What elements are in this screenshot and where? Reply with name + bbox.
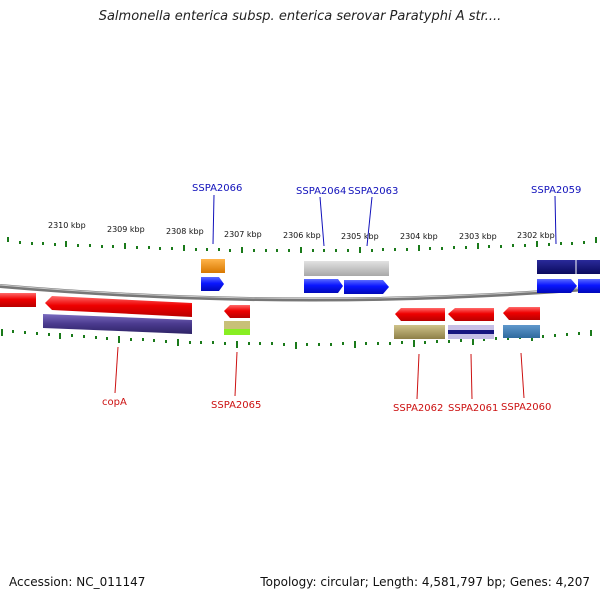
gene-label-sspa2064[interactable]: SSPA2064 xyxy=(296,186,346,197)
outer-tick-ring xyxy=(7,237,597,253)
gene-arrow-offscreen-left[interactable] xyxy=(0,293,36,307)
gene-label-sspa2065[interactable]: SSPA2065 xyxy=(211,400,261,411)
scale-label-2306: 2306 kbp xyxy=(283,231,321,240)
map-title: Salmonella enterica subsp. enterica sero… xyxy=(98,9,502,24)
gene-arrow-sspa2059[interactable] xyxy=(537,279,577,293)
scale-label-2310: 2310 kbp xyxy=(48,221,86,230)
gene-label-sspa2062[interactable]: SSPA2062 xyxy=(393,403,443,414)
gene-arrow-sspa2064[interactable] xyxy=(304,279,343,293)
reverse-genes xyxy=(0,293,540,339)
genome-summary-text: Topology: circular; Length: 4,581,797 bp… xyxy=(260,575,590,589)
scale-label-2302: 2302 kbp xyxy=(517,231,555,240)
gene-feature-steelblue[interactable] xyxy=(503,325,540,338)
accession-text: Accession: NC_011147 xyxy=(9,575,146,589)
gene-feature-grey[interactable] xyxy=(304,261,389,276)
gene-arrow-sspa2061[interactable] xyxy=(448,308,494,321)
gene-arrow-sspa2063[interactable] xyxy=(344,280,389,294)
inner-tick-ring xyxy=(1,329,592,349)
reverse-label-leaders xyxy=(114,346,525,400)
scale-label-2303: 2303 kbp xyxy=(459,232,497,241)
gene-feature-navy[interactable] xyxy=(537,260,600,274)
gene-arrow-offscreen[interactable] xyxy=(578,279,600,293)
scale-label-2308: 2308 kbp xyxy=(166,227,204,236)
gene-label-sspa2060[interactable]: SSPA2060 xyxy=(501,402,551,413)
scale-label-2307: 2307 kbp xyxy=(224,230,262,239)
gene-feature-green[interactable] xyxy=(224,329,250,335)
gene-label-copa[interactable]: copA xyxy=(102,397,127,408)
scale-label-2304: 2304 kbp xyxy=(400,232,438,241)
gene-arrow-sspa2065[interactable] xyxy=(224,305,250,318)
forward-label-leaders xyxy=(212,194,557,247)
gene-label-sspa2061[interactable]: SSPA2061 xyxy=(448,403,498,414)
gene-label-sspa2063[interactable]: SSPA2063 xyxy=(348,186,398,197)
gene-label-sspa2059[interactable]: SSPA2059 xyxy=(531,185,581,196)
forward-genes xyxy=(201,259,600,294)
gene-arrow-sspa2062[interactable] xyxy=(395,308,445,321)
gene-arrow-sspa2060[interactable] xyxy=(503,307,540,320)
gene-feature-purple[interactable] xyxy=(43,314,192,334)
scale-label-2309: 2309 kbp xyxy=(107,225,145,234)
gene-feature-yellowgreen[interactable] xyxy=(224,321,250,329)
scale-label-2305: 2305 kbp xyxy=(341,232,379,241)
gene-feature-olive[interactable] xyxy=(394,325,445,339)
genome-backbone xyxy=(0,284,600,302)
gene-arrow-copa[interactable] xyxy=(45,296,192,317)
gene-arrow-sspa2066[interactable] xyxy=(201,277,224,291)
gene-label-sspa2066[interactable]: SSPA2066 xyxy=(192,183,242,194)
genome-backbone-highlight xyxy=(0,284,600,300)
gene-feature-orange[interactable] xyxy=(201,259,225,273)
gene-feature-navy-stripe[interactable] xyxy=(448,330,494,334)
